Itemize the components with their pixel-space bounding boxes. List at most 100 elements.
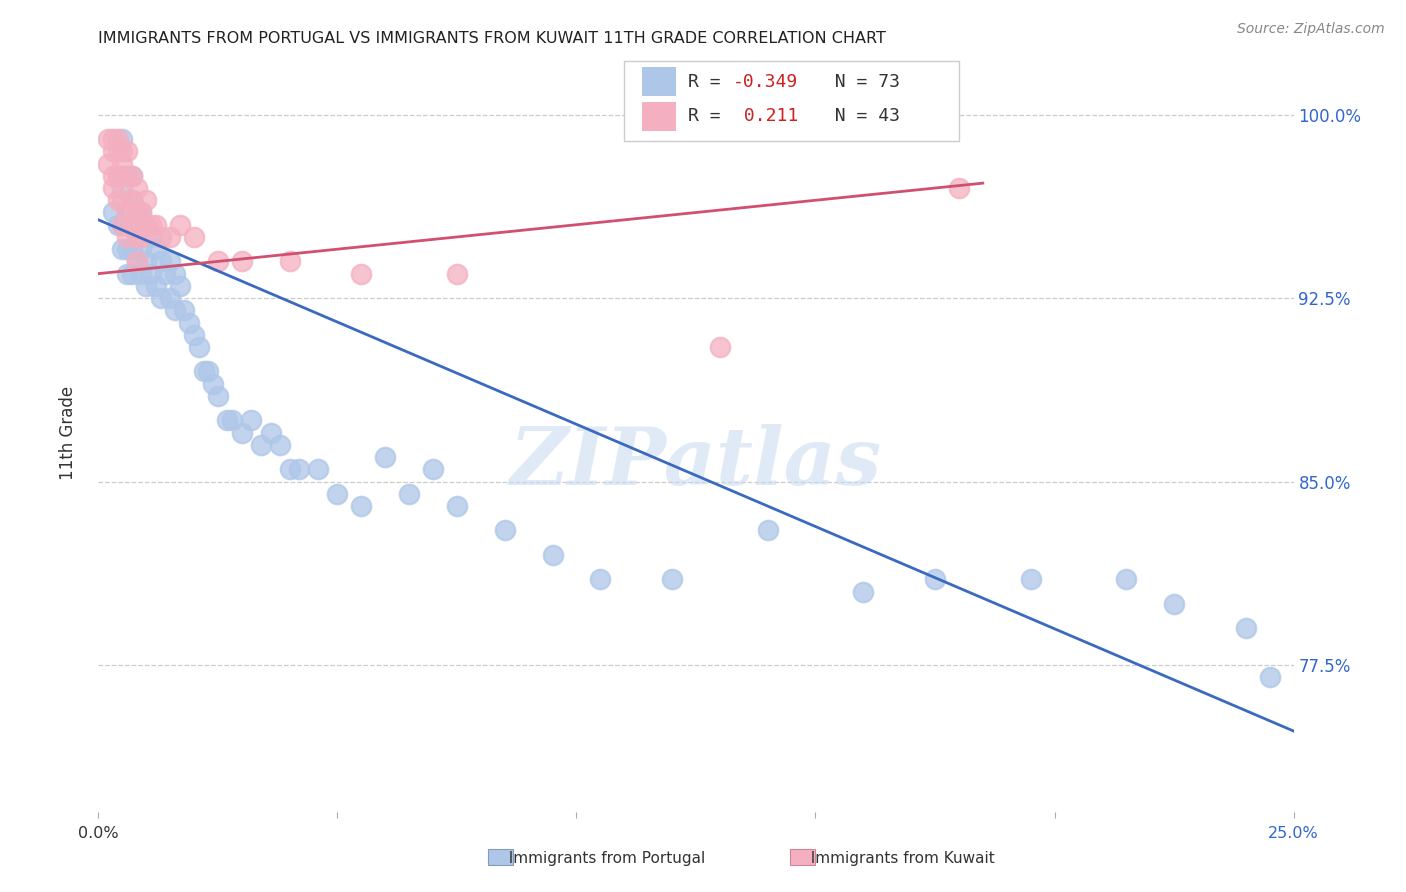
Point: [125, 254, 148, 268]
Point: [1163, 597, 1185, 611]
Point: [250, 438, 273, 452]
Point: [541, 548, 564, 562]
Text: Immigrants from Kuwait: Immigrants from Kuwait: [801, 851, 995, 865]
Point: [139, 230, 162, 244]
Point: [139, 267, 162, 281]
Point: [589, 573, 612, 587]
Text: IMMIGRANTS FROM PORTUGAL VS IMMIGRANTS FROM KUWAIT 11TH GRADE CORRELATION CHART: IMMIGRANTS FROM PORTUGAL VS IMMIGRANTS F…: [98, 31, 886, 46]
Text: ZIPatlas: ZIPatlas: [510, 425, 882, 501]
Point: [269, 438, 291, 452]
Point: [135, 278, 157, 293]
Point: [756, 524, 779, 538]
Point: [231, 254, 253, 268]
Point: [422, 462, 444, 476]
Point: [207, 254, 229, 268]
Point: [139, 218, 162, 232]
Point: [307, 462, 329, 476]
Point: [494, 524, 516, 538]
Point: [1234, 621, 1257, 635]
Point: [259, 425, 281, 440]
Bar: [790, 849, 815, 865]
Point: [111, 218, 134, 232]
Point: [924, 573, 946, 587]
Point: [115, 230, 138, 244]
Point: [169, 278, 191, 293]
Point: [145, 278, 167, 293]
Text: R =: R =: [688, 107, 731, 126]
Point: [121, 169, 143, 183]
Point: [135, 194, 157, 208]
Point: [278, 254, 301, 268]
Point: [125, 230, 148, 244]
Point: [179, 316, 201, 330]
Point: [149, 230, 172, 244]
Point: [131, 230, 153, 244]
Point: [101, 132, 124, 146]
Point: [183, 230, 205, 244]
Point: [97, 156, 120, 170]
Point: [107, 169, 129, 183]
Point: [125, 254, 148, 268]
Point: [111, 242, 134, 256]
Point: [131, 267, 153, 281]
Text: Source: ZipAtlas.com: Source: ZipAtlas.com: [1237, 22, 1385, 37]
Point: [121, 169, 143, 183]
Point: [187, 340, 209, 354]
Point: [107, 218, 129, 232]
Point: [115, 145, 138, 159]
Point: [207, 389, 229, 403]
Point: [115, 169, 138, 183]
Point: [398, 487, 420, 501]
Point: [155, 267, 177, 281]
Point: [159, 254, 181, 268]
Point: [111, 194, 134, 208]
Point: [101, 169, 124, 183]
Point: [217, 413, 239, 427]
Text: R =: R =: [688, 72, 731, 91]
Point: [288, 462, 311, 476]
Point: [709, 340, 731, 354]
Point: [149, 254, 172, 268]
Point: [446, 267, 468, 281]
Point: [197, 364, 219, 378]
Point: [1115, 573, 1137, 587]
Point: [131, 242, 153, 256]
Point: [159, 230, 181, 244]
Point: [111, 169, 134, 183]
Point: [326, 487, 349, 501]
Point: [163, 303, 186, 318]
Point: [101, 181, 124, 195]
Point: [111, 132, 134, 146]
Point: [240, 413, 263, 427]
Point: [97, 132, 120, 146]
Point: [121, 267, 143, 281]
Point: [1258, 670, 1281, 684]
Point: [135, 218, 157, 232]
Point: [231, 425, 253, 440]
Point: [169, 218, 191, 232]
Point: [221, 413, 243, 427]
Point: [278, 462, 301, 476]
Point: [111, 181, 134, 195]
Point: [115, 242, 138, 256]
Point: [374, 450, 396, 464]
Point: [131, 205, 153, 219]
Text: 0.0%: 0.0%: [79, 826, 118, 841]
Point: [115, 169, 138, 183]
Point: [125, 205, 148, 219]
Point: [350, 267, 373, 281]
Point: [125, 230, 148, 244]
Point: [135, 254, 157, 268]
Point: [115, 267, 138, 281]
Point: [135, 218, 157, 232]
Y-axis label: 11th Grade: 11th Grade: [59, 385, 77, 480]
Point: [350, 499, 373, 513]
Point: [121, 242, 143, 256]
Point: [107, 169, 129, 183]
Point: [125, 181, 148, 195]
Text: 0.211: 0.211: [733, 107, 799, 126]
Text: N = 43: N = 43: [813, 107, 900, 126]
Point: [948, 181, 970, 195]
Point: [111, 218, 134, 232]
Point: [121, 194, 143, 208]
